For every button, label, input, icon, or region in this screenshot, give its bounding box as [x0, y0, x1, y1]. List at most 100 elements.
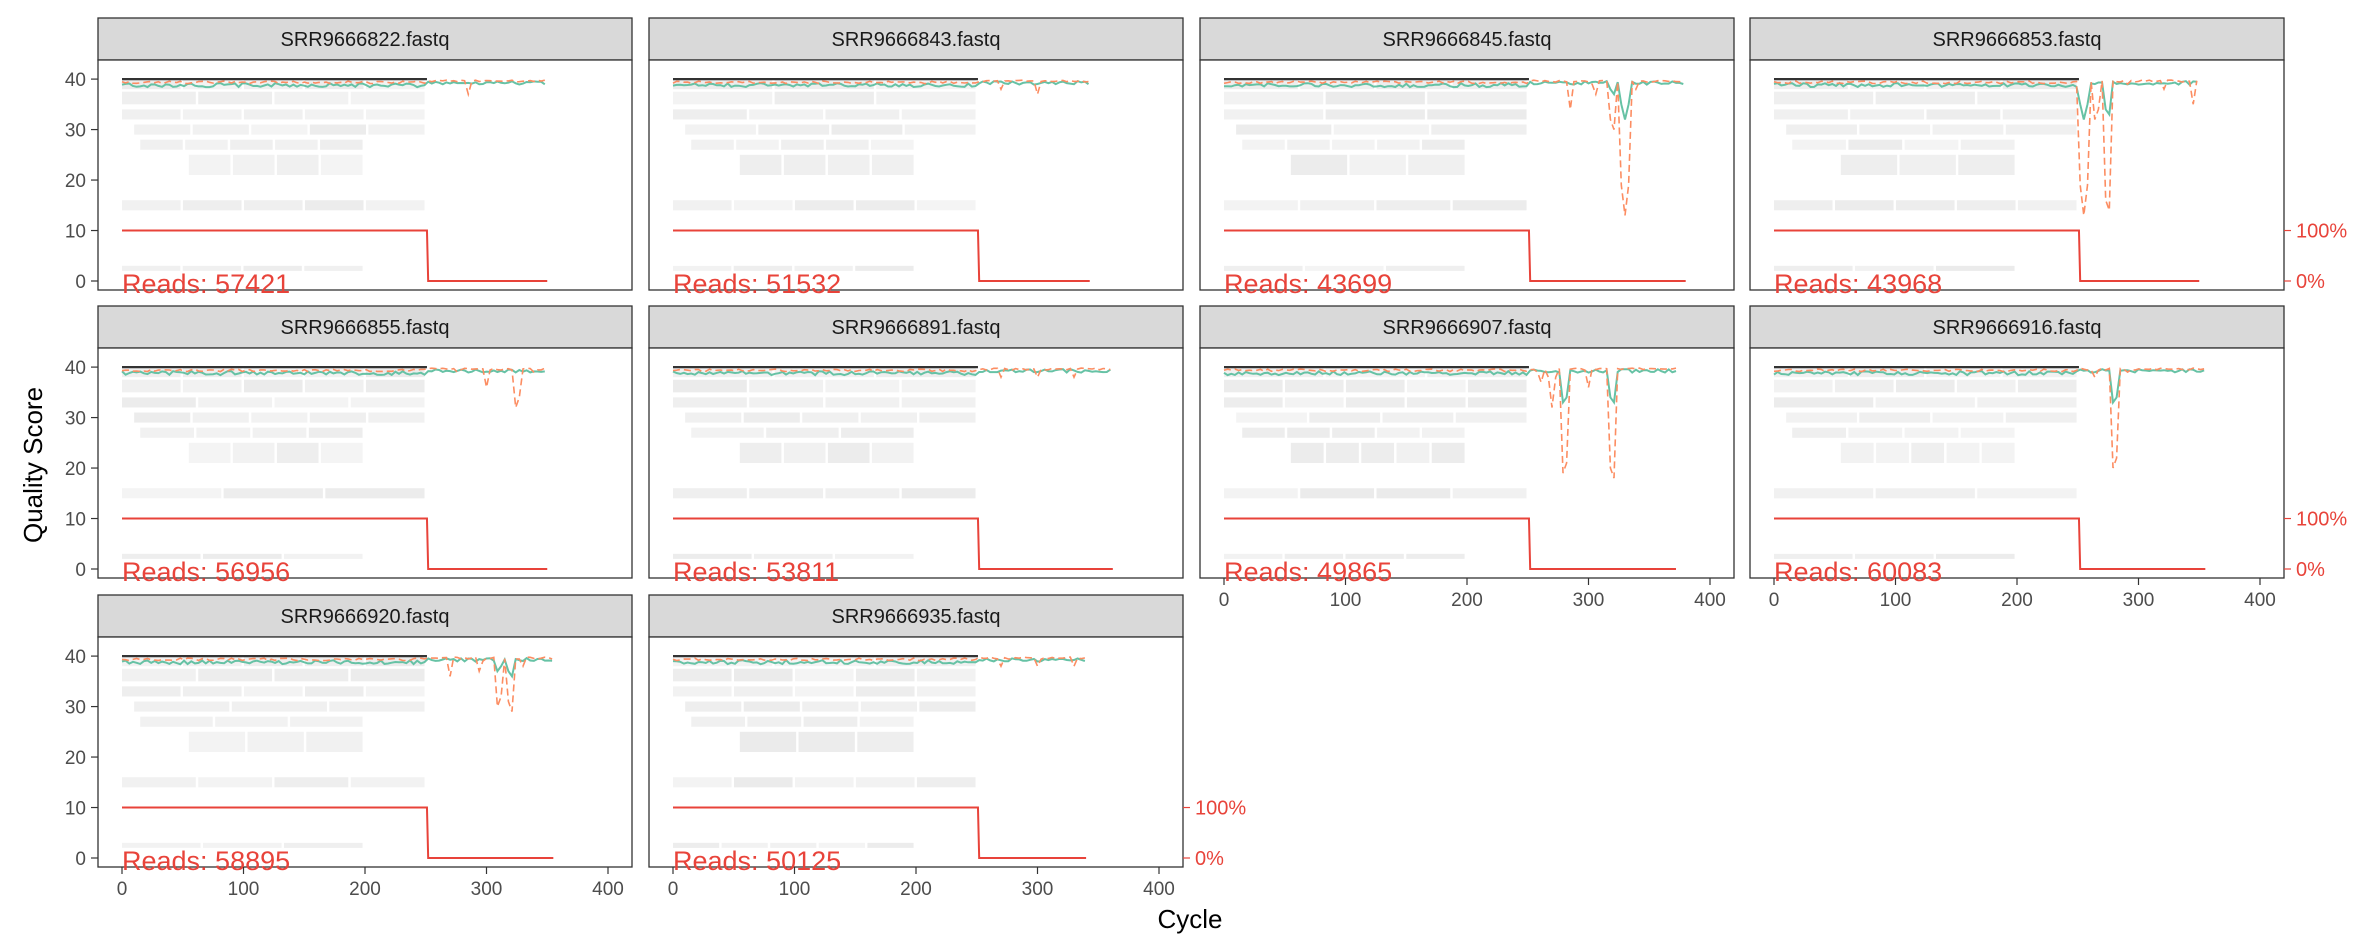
- heatmap-cell: [1408, 154, 1465, 175]
- quantile-line: [1223, 367, 1677, 479]
- y-tick-label: 20: [65, 171, 86, 192]
- heatmap-cell: [2017, 379, 2077, 393]
- reads-count-label: Reads: 56956: [122, 557, 290, 587]
- heatmap-cell: [1956, 379, 2016, 393]
- heatmap-cell: [1290, 154, 1348, 175]
- heatmap-cell: [919, 412, 976, 423]
- quantile-line: [121, 367, 546, 408]
- heatmap-cell: [122, 686, 181, 697]
- reads-count-label: Reads: 58895: [122, 846, 290, 876]
- heatmap-cell: [188, 731, 246, 752]
- heatmap-cell: [1774, 265, 1853, 271]
- quantile-line: [672, 79, 1089, 98]
- heatmap-cell: [1977, 488, 2077, 499]
- heatmap-cell: [1786, 412, 1857, 423]
- heatmap-cell: [1345, 379, 1405, 393]
- heatmap-cell: [1875, 91, 1975, 105]
- heatmap-cell: [1840, 154, 1898, 175]
- heatmap-cell: [1911, 442, 1945, 463]
- x-tick-label: 200: [900, 879, 932, 900]
- y-tick-label: 30: [65, 698, 86, 719]
- heatmap-cell: [825, 379, 900, 393]
- heatmap-cell: [182, 200, 242, 211]
- heatmap-cell: [251, 124, 308, 135]
- heatmap-cell: [673, 686, 732, 697]
- heatmap-cell: [290, 716, 363, 727]
- heatmap-cell: [739, 442, 782, 463]
- heatmap-cell: [871, 139, 914, 150]
- heatmap-cell: [247, 731, 304, 752]
- heatmap-cell: [2005, 124, 2077, 135]
- heatmap-cell: [192, 412, 249, 423]
- heatmap-cell: [1455, 412, 1527, 423]
- mean-quality-line: [672, 79, 1090, 89]
- heatmap-cell: [1284, 379, 1344, 393]
- heatmap-cell: [276, 154, 319, 175]
- heatmap-cell: [284, 842, 363, 848]
- facet-strip: [97, 594, 633, 638]
- y-tick-label: 30: [65, 121, 86, 142]
- heatmap-cell: [1287, 139, 1330, 150]
- heatmap-cell: [1224, 553, 1283, 559]
- heatmap-cell: [673, 553, 752, 559]
- heatmap-cell: [284, 553, 363, 559]
- heatmap-cell: [203, 842, 282, 848]
- heatmap-cell: [774, 79, 874, 90]
- heatmap-cell: [196, 427, 251, 438]
- heatmap-cell: [329, 701, 425, 712]
- heatmap-cell: [122, 91, 196, 105]
- heatmap-cell: [673, 668, 732, 682]
- facet-panel: SRR9666916.fastq Reads: 60083 100% 0% 0 100 20…: [1749, 305, 2347, 611]
- heatmap-cell: [825, 488, 900, 499]
- quantile-line: [121, 79, 545, 98]
- heatmap-cell: [818, 842, 865, 848]
- heatmap-cell: [1926, 79, 2001, 90]
- heatmap-cell: [673, 488, 747, 499]
- heatmap-cell: [304, 686, 364, 697]
- heatmap-cell: [826, 139, 869, 150]
- heatmap-cell: [182, 109, 242, 120]
- heatmap-cell: [1855, 553, 1934, 559]
- heatmap-cell: [1382, 412, 1454, 423]
- heatmap-cell: [2002, 109, 2077, 120]
- heatmap-cell: [1290, 442, 1324, 463]
- heatmap-cell: [243, 265, 302, 271]
- heatmap-cell: [733, 265, 793, 271]
- heatmap-cell: [901, 397, 976, 408]
- secondary-tick-label: 100%: [2296, 221, 2347, 243]
- heatmap-cell: [1981, 442, 2015, 463]
- y-tick-label: 10: [65, 510, 86, 531]
- heatmap-cell: [1850, 367, 1925, 378]
- quality-heatmap: [1224, 367, 1527, 559]
- facet-panel: SRR9666853.fastq Reads: 43968 100% 0%: [1749, 17, 2347, 299]
- heatmap-cell: [1899, 154, 1956, 175]
- heatmap-cell: [122, 488, 222, 499]
- secondary-tick-label: 100%: [2296, 509, 2347, 531]
- heatmap-cell: [733, 777, 793, 788]
- heatmap-cell: [1774, 488, 1874, 499]
- facet-strip: [1199, 305, 1735, 349]
- heatmap-cell: [857, 731, 914, 752]
- heatmap-cell: [1848, 427, 1903, 438]
- heatmap-cell: [1840, 442, 1874, 463]
- heatmap-cell: [1345, 553, 1404, 559]
- heatmap-cell: [1850, 79, 1925, 90]
- heatmap-cell: [901, 488, 976, 499]
- mean-quality-line: [121, 368, 545, 377]
- quality-heatmap: [122, 656, 425, 848]
- heatmap-cell: [783, 442, 826, 463]
- facet-title: SRR9666916.fastq: [1932, 317, 2101, 339]
- facet-strip: [1749, 305, 2285, 349]
- heatmap-cell: [721, 842, 768, 848]
- y-tick-label: 40: [65, 70, 86, 91]
- heatmap-cell: [1284, 553, 1344, 559]
- heatmap-cell: [1834, 379, 1894, 393]
- heatmap-cell: [198, 777, 273, 788]
- heatmap-cell: [827, 442, 870, 463]
- quantile-line: [672, 367, 1111, 380]
- y-axis-title: Quality Score: [18, 387, 48, 543]
- heatmap-cell: [122, 379, 181, 393]
- heatmap-cell: [859, 716, 914, 727]
- heatmap-cell: [754, 553, 833, 559]
- panel-border: [1199, 347, 1735, 579]
